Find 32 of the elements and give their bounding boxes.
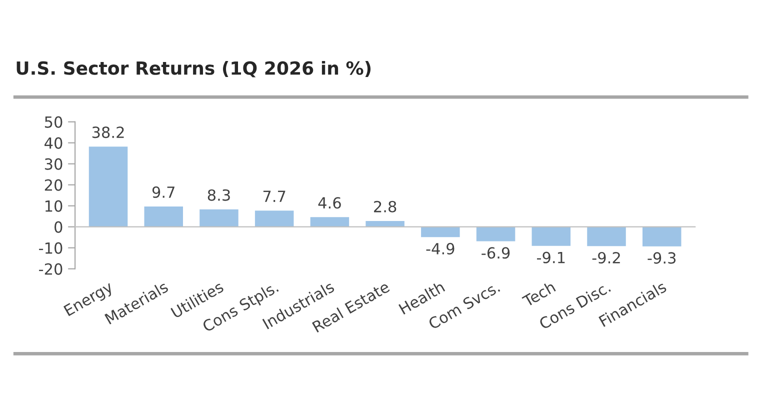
bar [310, 217, 350, 227]
y-tick-label: 30 [44, 158, 62, 170]
bar [200, 209, 238, 227]
y-tick-label: 10 [45, 200, 62, 212]
data-label: -6.9 [482, 247, 510, 259]
data-label: -9.2 [592, 252, 620, 264]
data-label: 7.7 [263, 190, 286, 202]
data-label: 8.3 [208, 189, 230, 201]
bar [254, 210, 294, 227]
data-label: 9.7 [152, 186, 174, 198]
bar [88, 146, 128, 227]
chart-title: U.S. Sector Returns (1Q 2026 in %) [16, 60, 371, 78]
y-tick-label: -10 [39, 242, 62, 254]
y-tick-label: -20 [39, 263, 62, 275]
bar [144, 206, 183, 227]
data-label: -9.3 [648, 252, 676, 264]
data-label: 38.2 [92, 126, 124, 138]
y-tick-label: 0 [54, 221, 62, 233]
data-label: -9.1 [536, 252, 565, 264]
data-label: -4.9 [426, 242, 454, 254]
x-tick-label: Tech [521, 280, 556, 308]
data-label: 4.6 [318, 197, 341, 209]
bar [532, 226, 571, 246]
bar [366, 220, 404, 227]
bar [587, 226, 626, 246]
y-tick-label: 50 [44, 116, 62, 128]
bar [421, 226, 460, 238]
y-tick-label: 20 [44, 179, 62, 191]
bar [476, 226, 516, 242]
bar [642, 226, 682, 246]
data-label: 2.8 [374, 200, 396, 212]
y-tick-label: 40 [44, 137, 62, 149]
